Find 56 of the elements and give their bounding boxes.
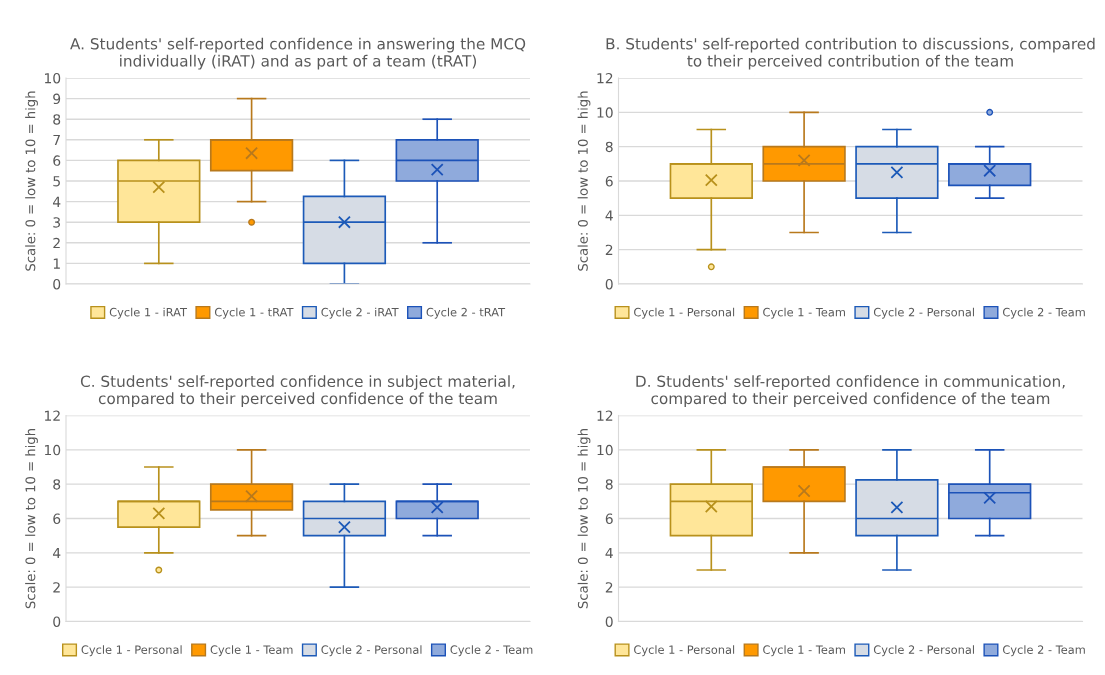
legend-label: Cycle 2 - iRAT bbox=[321, 307, 399, 319]
legend-label: Cycle 1 - iRAT bbox=[109, 307, 188, 319]
y-tick-label: 12 bbox=[44, 410, 60, 421]
y-axis-title: Scale: 0 = low to 10 = high bbox=[25, 91, 38, 271]
y-tick-label: 5 bbox=[53, 176, 60, 187]
legend-label: Cycle 2 - Personal bbox=[873, 645, 974, 657]
y-tick-label: 7 bbox=[53, 134, 60, 146]
y-tick-label: 0 bbox=[53, 278, 61, 290]
y-tick-label: 8 bbox=[53, 114, 61, 125]
y-tick-label: 0 bbox=[605, 616, 613, 627]
y-tick-label: 4 bbox=[605, 210, 613, 221]
y-tick-label: 10 bbox=[44, 444, 61, 456]
legend-label: Cycle 2 - Team bbox=[1003, 645, 1085, 657]
legend-label: Cycle 1 - Personal bbox=[634, 645, 735, 657]
y-tick-label: 2 bbox=[53, 582, 60, 593]
chart-title: A. Students' self-reported confidence in answering the MCQ individually (iRAT) and as part of a team (tRAT) bbox=[70, 37, 526, 70]
chart-title: C. Students' self-reported confidence in subject material, compared to their perceived confidence of the team bbox=[80, 375, 515, 408]
y-tick-label: 6 bbox=[53, 513, 61, 524]
y-tick-label: 10 bbox=[44, 72, 61, 84]
y-tick-label: 2 bbox=[605, 582, 613, 593]
legend-label: Cycle 1 - Team bbox=[763, 645, 845, 657]
y-axis-title: Scale: 0 = low to 10 = high bbox=[25, 429, 38, 609]
y-tick-label: 6 bbox=[605, 175, 613, 187]
y-tick-label: 12 bbox=[597, 72, 613, 84]
y-tick-label: 9 bbox=[53, 93, 61, 105]
y-tick-label: 8 bbox=[605, 479, 613, 490]
legend-label: Cycle 1 - Team bbox=[210, 645, 293, 657]
legend-label: Cycle 1 - Personal bbox=[634, 307, 735, 319]
legend-label: Cycle 2 - tRAT bbox=[426, 307, 506, 319]
legend-label: Cycle 1 - Personal bbox=[81, 645, 182, 657]
legend-label: Cycle 1 - Team bbox=[763, 307, 845, 319]
chart-title: D. Students' self-reported confidence in communication, compared to their perceived confidence of the team bbox=[636, 375, 1065, 408]
y-tick-label: 2 bbox=[53, 237, 60, 249]
y-tick-label: 10 bbox=[597, 107, 613, 118]
y-tick-label: 0 bbox=[53, 616, 61, 627]
y-tick-label: 8 bbox=[53, 479, 61, 490]
legend-label: Cycle 2 - Personal bbox=[321, 645, 422, 657]
y-tick-label: 1 bbox=[53, 258, 60, 269]
y-tick-label: 4 bbox=[605, 547, 613, 559]
y-tick-label: 4 bbox=[52, 547, 61, 559]
y-tick-label: 4 bbox=[52, 196, 61, 207]
y-axis-title: Scale: 0 = low to 10 = high bbox=[577, 91, 591, 271]
legend-label: Cycle 2 - Team bbox=[1003, 307, 1085, 319]
legend-label: Cycle 2 - Team bbox=[450, 645, 533, 657]
y-tick-label: 6 bbox=[53, 155, 61, 166]
y-tick-label: 2 bbox=[605, 244, 613, 255]
y-tick-label: 3 bbox=[53, 217, 61, 228]
y-tick-label: 12 bbox=[597, 410, 613, 421]
legend-label: Cycle 2 - Personal bbox=[873, 307, 974, 319]
y-tick-label: 0 bbox=[605, 278, 613, 290]
y-tick-label: 10 bbox=[597, 444, 613, 456]
y-axis-title: Scale: 0 = low to 10 = high bbox=[577, 429, 591, 609]
legend-label: Cycle 1 - tRAT bbox=[214, 307, 294, 319]
y-tick-label: 8 bbox=[605, 141, 613, 153]
y-tick-label: 6 bbox=[605, 513, 613, 524]
chart-title: B. Students' self-reported contribution to discussions, compared to their perceived contribution of the team bbox=[606, 37, 1095, 70]
